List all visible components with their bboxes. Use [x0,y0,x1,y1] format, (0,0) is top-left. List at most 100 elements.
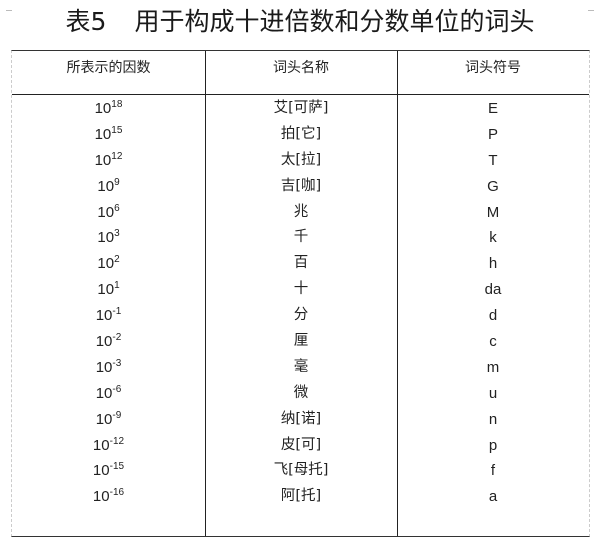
factor-cell: 1012 [12,148,205,174]
table-row: 1018 艾[可萨] E [12,96,589,122]
prefix-name-cell: 飞[母托] [273,462,329,479]
factor-exponent: 3 [114,228,120,240]
prefix-symbol-cell: u [488,384,498,402]
prefix-symbol-cell: P [487,125,498,143]
factor-exponent: 15 [111,124,123,136]
table-row: 10-3 毫 m [12,355,589,381]
factor-exponent: 9 [114,176,120,188]
table-row: 10-16 阿[托] a [12,484,589,510]
factor-cell: 10-1 [12,303,205,329]
table-row: 101 十 da [12,277,589,303]
factor-base: 10 [95,333,113,351]
prefix-name-cell: 千 [293,229,309,246]
prefix-symbol-cell: m [486,358,500,376]
table-row: 102 百 h [12,251,589,277]
prefix-name-cell: 皮[可] [280,436,322,453]
factor-cell: 106 [12,200,205,226]
factor-base: 10 [95,384,113,402]
prefix-name-cell: 兆 [293,203,309,220]
page-corner-mark [588,10,594,11]
prefix-name-cell: 分 [293,307,309,324]
factor-exponent: 2 [114,254,120,266]
factor-base: 10 [95,410,113,428]
table-row: 10-2 厘 c [12,329,589,355]
prefix-symbol-cell: k [489,229,497,247]
factor-base: 10 [94,100,112,117]
factor-cell: 101 [12,277,205,303]
header-factor: 所表示的因数 [66,60,151,76]
prefix-symbol-cell: a [488,488,498,506]
header-prefix-name: 词头名称 [273,60,329,76]
prefix-name-cell: 吉[咖] [280,177,322,194]
factor-cell: 10-2 [12,329,205,355]
factor-base: 10 [94,125,112,143]
factor-cell: 10-6 [12,381,205,407]
table-row: 109 吉[咖] G [12,174,589,200]
prefix-symbol-cell: n [488,410,498,428]
prefix-symbol-cell: f [490,462,496,480]
factor-base: 10 [94,151,112,169]
prefix-name-cell: 毫 [293,358,309,375]
table-number: 表5 [65,7,107,36]
factor-cell: 10-3 [12,355,205,381]
prefix-symbol-cell: d [488,307,498,325]
factor-cell: 10-12 [12,433,205,459]
factor-base: 10 [97,255,115,273]
factor-exponent: -2 [112,332,122,344]
factor-exponent: -1 [112,306,122,318]
table-row: 10-9 纳[诺] n [12,407,589,433]
table-row: 10-1 分 d [12,303,589,329]
factor-exponent: -12 [109,435,125,447]
prefix-name-cell: 十 [293,281,309,298]
table-row: 1015 拍[它] P [12,122,589,148]
factor-cell: 103 [12,225,205,251]
factor-base: 10 [97,229,115,247]
table-title: 表5 用于构成十进倍数和分数单位的词头 [0,4,600,40]
prefix-name-cell: 厘 [293,333,309,350]
factor-exponent: -15 [109,461,125,473]
factor-base: 10 [97,203,115,221]
prefix-symbol-cell: c [489,333,497,351]
factor-cell: 10-15 [12,458,205,484]
factor-cell: 102 [12,251,205,277]
factor-base: 10 [95,358,113,376]
factor-base: 10 [92,436,110,454]
header-divider [12,94,589,95]
table-body: 1018 艾[可萨] E 1015 拍[它] P 1012 太[拉] T 109 吉[咖] G 106 兆… [12,96,589,510]
prefix-name-cell: 纳[诺] [280,410,322,427]
table-row: 103 千 k [12,225,589,251]
column-divider [397,51,398,536]
prefix-symbol-cell: h [488,255,498,273]
factor-base: 10 [92,462,110,480]
prefix-name-cell: 拍[它] [280,125,322,142]
factor-exponent: 18 [111,99,123,110]
table-row: 1012 太[拉] T [12,148,589,174]
prefix-name-cell: 阿[托] [280,488,322,505]
prefix-symbol-cell: M [486,203,500,221]
factor-exponent: 6 [114,202,120,214]
prefix-symbol-cell: da [484,281,502,299]
prefix-name-cell: 太[拉] [280,151,322,168]
prefix-symbol-cell: T [488,151,498,169]
factor-exponent: 12 [111,150,123,162]
factor-exponent: -6 [112,383,122,395]
prefix-name-cell: 百 [293,255,309,272]
factor-base: 10 [97,281,115,299]
prefix-name-cell: 微 [293,384,309,401]
table-row: 106 兆 M [12,200,589,226]
factor-cell: 1015 [12,122,205,148]
prefix-symbol-cell: p [488,436,498,454]
factor-cell: 10-9 [12,407,205,433]
header-prefix-symbol: 词头符号 [465,60,521,76]
prefix-symbol-cell: G [487,177,499,195]
factor-exponent: 1 [114,280,120,292]
factor-exponent: -16 [109,487,125,499]
page-corner-mark [6,10,12,11]
table-row: 10-6 微 u [12,381,589,407]
factor-cell: 10-16 [12,484,205,510]
table-row: 10-15 飞[母托] f [12,458,589,484]
factor-cell: 109 [12,174,205,200]
factor-base: 10 [97,177,115,195]
factor-base: 10 [92,488,110,506]
column-divider [205,51,206,536]
